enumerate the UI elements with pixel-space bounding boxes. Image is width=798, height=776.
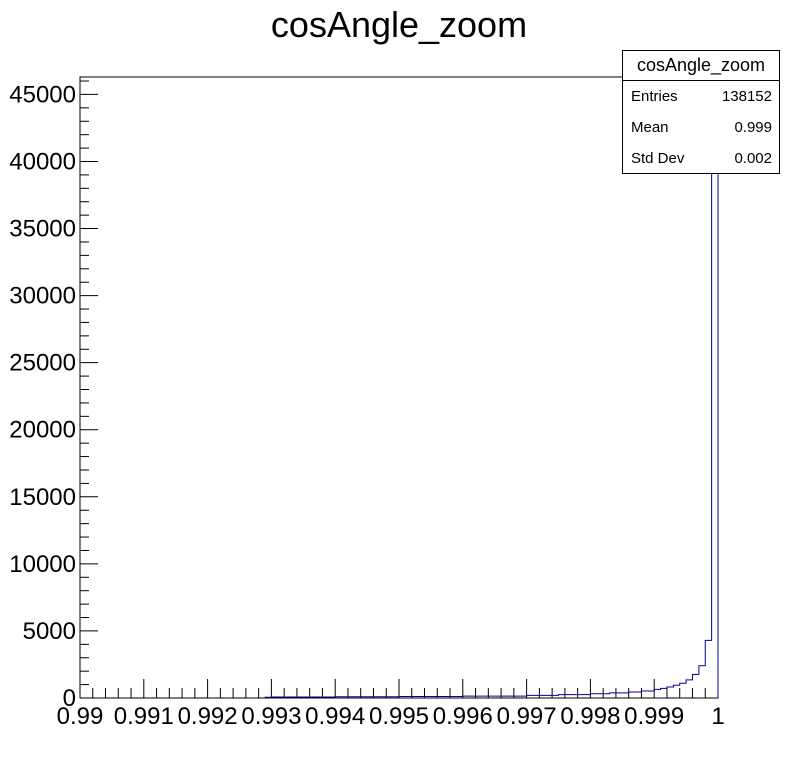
stats-value: 0.999 [734, 119, 772, 136]
x-tick-label: 0.991 [114, 703, 174, 730]
y-tick-label: 10000 [9, 551, 76, 578]
y-tick-label: 20000 [9, 417, 76, 444]
histogram-series [264, 160, 719, 698]
stats-title: cosAngle_zoom [623, 51, 779, 81]
y-tick-label: 0 [63, 685, 76, 712]
stats-label: Std Dev [631, 150, 685, 167]
x-tick-label: 0.99 [57, 703, 104, 730]
x-tick-label: 0.992 [178, 703, 238, 730]
y-tick-label: 5000 [23, 618, 76, 645]
x-tick-label: 0.996 [433, 703, 493, 730]
y-tick-label: 35000 [9, 216, 76, 243]
stats-value: 138152 [721, 88, 772, 105]
stats-label: Mean [631, 119, 669, 136]
stats-value: 0.002 [734, 150, 772, 167]
chart-title: cosAngle_zoom [270, 4, 528, 45]
x-tick-label: 0.994 [305, 703, 365, 730]
x-tick-label: 0.997 [497, 703, 557, 730]
x-tick-label: 1 [711, 703, 724, 730]
stats-row-mean: Mean 0.999 [623, 112, 779, 143]
y-tick-label: 30000 [9, 283, 76, 310]
stats-row-stddev: Std Dev 0.002 [623, 143, 779, 174]
x-tick-label: 0.993 [241, 703, 301, 730]
stats-row-entries: Entries 138152 [623, 81, 779, 112]
stats-box: cosAngle_zoom Entries 138152 Mean 0.999 … [622, 50, 780, 174]
y-tick-label: 25000 [9, 350, 76, 377]
x-tick-label: 0.998 [560, 703, 620, 730]
y-tick-label: 45000 [9, 81, 76, 108]
x-tick-label: 0.995 [369, 703, 429, 730]
x-axis: 0.99 0.991 0.992 0.993 0.994 0.995 0.996 0.997 0… [57, 679, 725, 730]
y-tick-label: 40000 [9, 148, 76, 175]
stats-label: Entries [631, 88, 678, 105]
y-axis: 0 5000 10000 15000 20000 25000 30000 35000 40000… [9, 80, 98, 712]
y-tick-label: 15000 [9, 484, 76, 511]
x-tick-label: 0.999 [624, 703, 684, 730]
